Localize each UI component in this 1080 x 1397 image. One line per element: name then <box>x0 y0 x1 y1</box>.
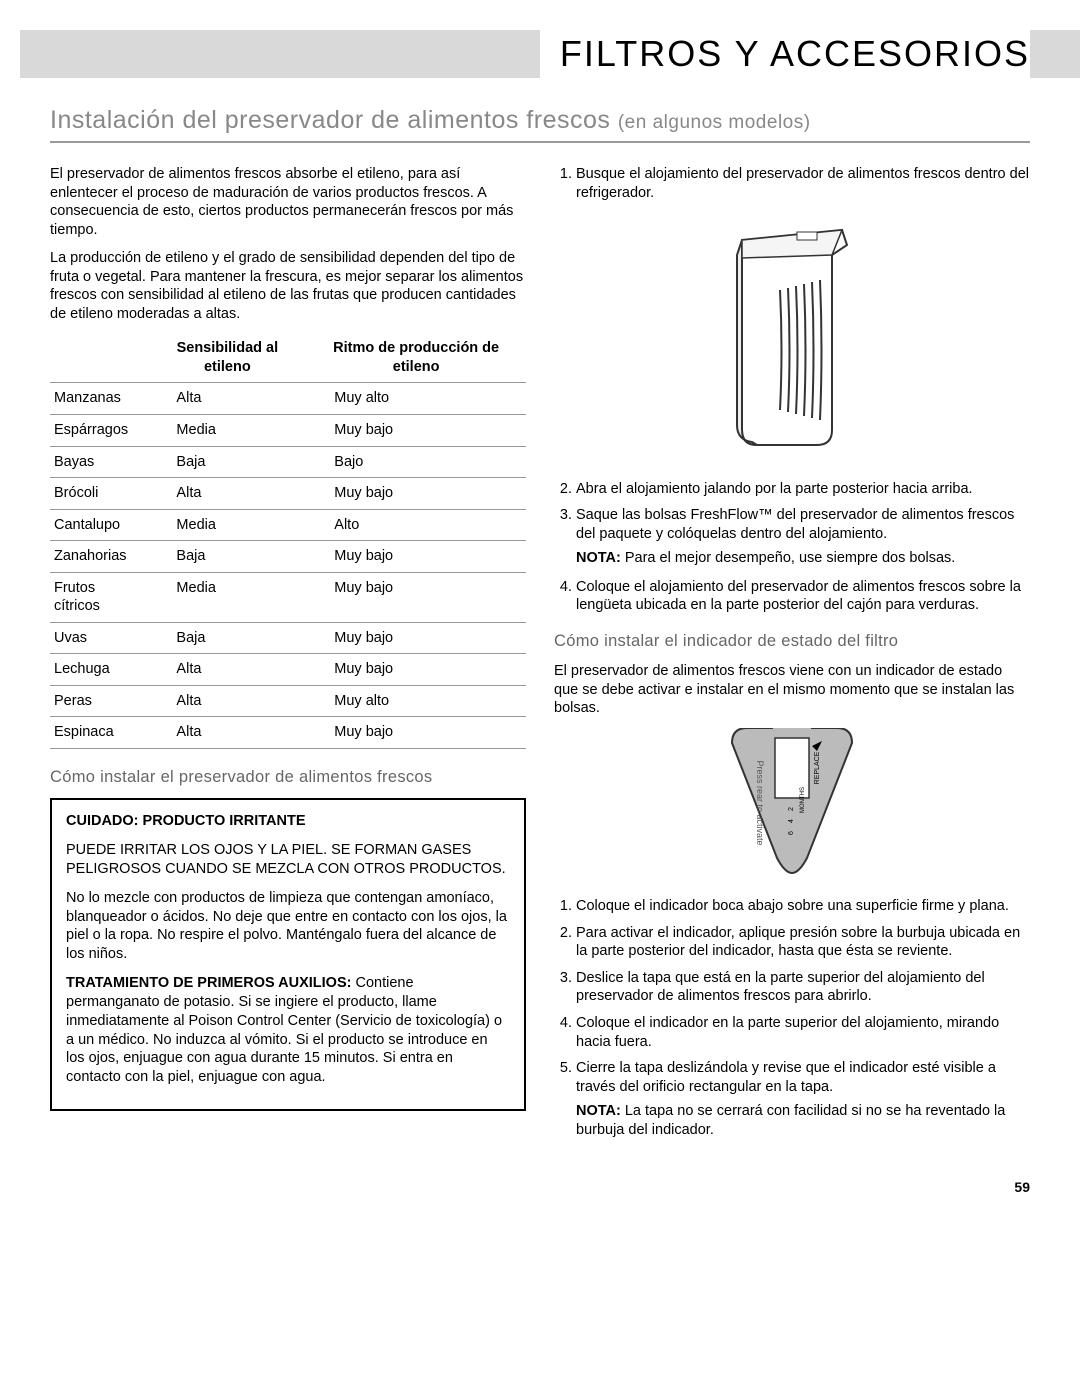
ind-step-3: Deslice la tapa que está en la parte sup… <box>576 969 1030 1006</box>
table-row: BayasBajaBajo <box>50 446 526 478</box>
table-h1 <box>50 333 148 383</box>
page-title: FILTROS Y ACCESORIOS <box>540 29 1030 79</box>
warning-p1: PUEDE IRRITAR LOS OJOS Y LA PIEL. SE FOR… <box>66 841 510 879</box>
table-row: LechugaAltaMuy bajo <box>50 654 526 686</box>
svg-text:4: 4 <box>788 819 795 823</box>
intro-p1: El preservador de alimentos frescos abso… <box>50 165 526 239</box>
ind-step-4: Coloque el indicador en la parte superio… <box>576 1014 1030 1051</box>
svg-text:Press rear to activate: Press rear to activate <box>755 760 765 845</box>
subheading-indicator: Cómo instalar el indicador de estado del… <box>554 631 1030 652</box>
table-row: BrócoliAltaMuy bajo <box>50 478 526 510</box>
right-column: Busque el alojamiento del preservador de… <box>554 165 1030 1149</box>
nota2-label: NOTA: <box>576 1103 621 1119</box>
ind-step-5: Cierre la tapa deslizándola y revise que… <box>576 1059 1030 1139</box>
table-row: EspinacaAltaMuy bajo <box>50 717 526 749</box>
ind-step-2: Para activar el indicador, aplique presi… <box>576 924 1030 961</box>
table-row: CantalupoMediaAlto <box>50 509 526 541</box>
step-2: Abra el alojamiento jalando por la parte… <box>576 480 1030 499</box>
svg-text:6: 6 <box>788 831 795 835</box>
table-row: ManzanasAltaMuy alto <box>50 383 526 415</box>
warning-p3: TRATAMIENTO DE PRIMEROS AUXILIOS: Contie… <box>66 974 510 1087</box>
header-bar: FILTROS Y ACCESORIOS <box>20 30 1080 78</box>
section-title-main: Instalación del preservador de alimentos… <box>50 106 610 134</box>
indicator-intro: El preservador de alimentos frescos vien… <box>554 662 1030 718</box>
install-steps-1: Busque el alojamiento del preservador de… <box>554 165 1030 202</box>
table-row: EspárragosMediaMuy bajo <box>50 415 526 447</box>
section-title: Instalación del preservador de alimentos… <box>50 106 1030 135</box>
left-column: El preservador de alimentos frescos abso… <box>50 165 526 1149</box>
table-h3: Ritmo de producción de etileno <box>306 333 526 383</box>
housing-illustration <box>554 210 1030 466</box>
table-row: UvasBajaMuy bajo <box>50 622 526 654</box>
step-1: Busque el alojamiento del preservador de… <box>576 165 1030 202</box>
install-steps-2: Abra el alojamiento jalando por la parte… <box>554 480 1030 615</box>
nota1-text: Para el mejor desempeño, use siempre dos… <box>621 550 955 566</box>
subheading-install-preserver: Cómo instalar el preservador de alimento… <box>50 767 526 788</box>
indicator-steps: Coloque el indicador boca abajo sobre un… <box>554 897 1030 1139</box>
warning-p2: No lo mezcle con productos de limpieza q… <box>66 889 510 964</box>
table-row: ZanahoriasBajaMuy bajo <box>50 541 526 573</box>
section-title-sub: (en algunos modelos) <box>618 112 811 133</box>
ind-step-1: Coloque el indicador boca abajo sobre un… <box>576 897 1030 916</box>
indicator-illustration: REPLACE MONTHS 2 4 6 Press rear to activ… <box>554 728 1030 884</box>
table-row: Frutos cítricosMediaMuy bajo <box>50 572 526 622</box>
svg-text:REPLACE: REPLACE <box>814 751 821 784</box>
table-row: PerasAltaMuy alto <box>50 685 526 717</box>
nota1-label: NOTA: <box>576 550 621 566</box>
page-number: 59 <box>50 1179 1030 1195</box>
ethylene-table: Sensibilidad al etileno Ritmo de producc… <box>50 333 526 749</box>
warning-title: CUIDADO: PRODUCTO IRRITANTE <box>66 812 510 831</box>
table-h2: Sensibilidad al etileno <box>148 333 306 383</box>
step-3: Saque las bolsas FreshFlow™ del preserva… <box>576 506 1030 568</box>
section-rule <box>50 141 1030 143</box>
svg-text:2: 2 <box>788 807 795 811</box>
nota2-text: La tapa no se cerrará con facilidad si n… <box>576 1103 1005 1138</box>
warning-p3-text: Contiene permanganato de potasio. Si se … <box>66 975 502 1085</box>
intro-p2: La producción de etileno y el grado de s… <box>50 249 526 323</box>
svg-text:MONTHS: MONTHS <box>800 787 806 813</box>
warning-p3-label: TRATAMIENTO DE PRIMEROS AUXILIOS: <box>66 975 351 991</box>
step-4: Coloque el alojamiento del preservador d… <box>576 578 1030 615</box>
warning-box: CUIDADO: PRODUCTO IRRITANTE PUEDE IRRITA… <box>50 798 526 1111</box>
